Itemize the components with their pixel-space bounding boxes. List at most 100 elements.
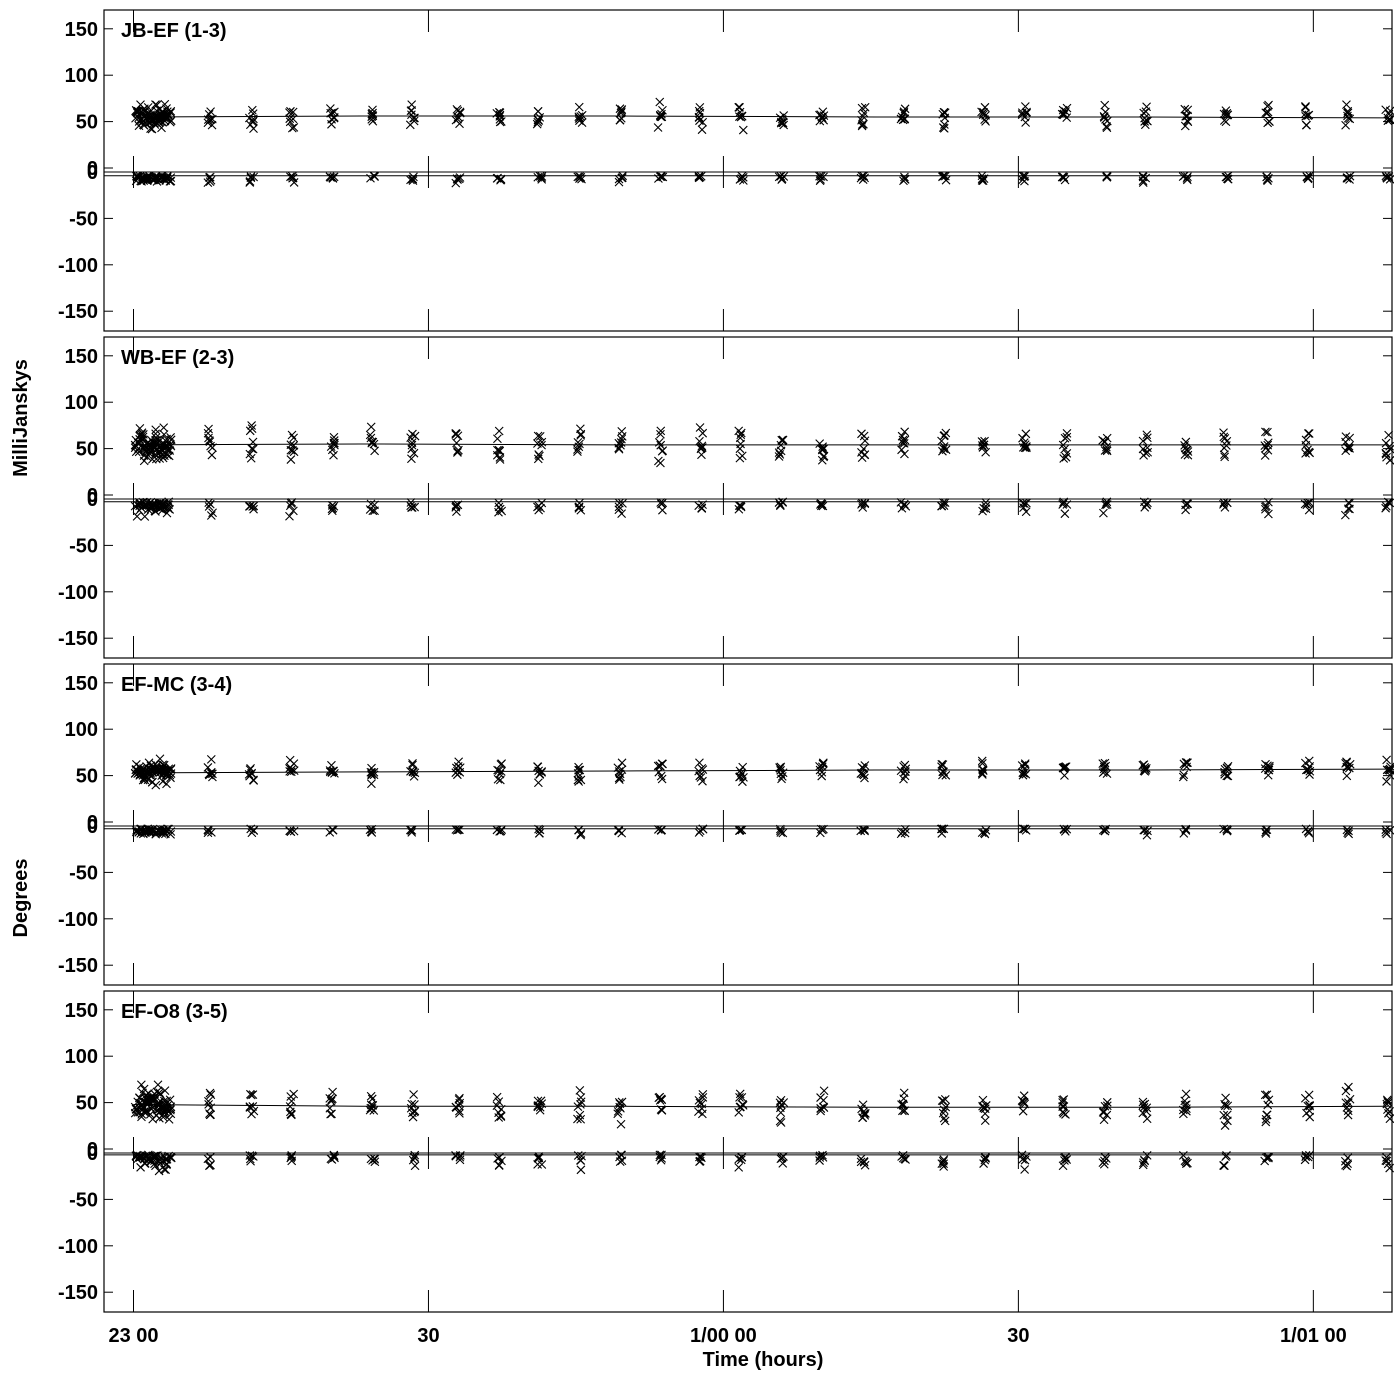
y-tick-label: -100	[58, 909, 98, 931]
amplitude-point	[1301, 435, 1311, 445]
amplitude-point	[1264, 765, 1273, 775]
amplitude-point	[155, 1096, 165, 1106]
phase-point	[285, 511, 294, 521]
amplitude-point	[158, 453, 168, 463]
amplitude-point	[131, 447, 141, 457]
amplitude-point	[535, 1105, 545, 1115]
phase-point	[617, 509, 627, 518]
amplitude-point	[206, 769, 216, 778]
amplitude-point	[329, 450, 338, 460]
amplitude-point	[897, 445, 906, 455]
amplitude-point	[533, 431, 543, 441]
phase-point	[697, 503, 707, 513]
phase-point	[981, 498, 991, 507]
amplitude-point	[407, 1108, 417, 1118]
phase-point	[493, 1153, 502, 1163]
amplitude-point	[159, 430, 169, 439]
amplitude-point	[494, 1108, 503, 1118]
phase-point	[537, 1160, 547, 1169]
phase-point	[1100, 1152, 1110, 1162]
amplitude-point	[977, 441, 987, 450]
phase-point	[857, 171, 867, 181]
amplitude-point	[981, 447, 991, 457]
phase-point	[247, 828, 257, 838]
amplitude-point	[166, 1109, 176, 1119]
amplitude-point	[1219, 432, 1229, 442]
amplitude-point	[244, 769, 254, 779]
amplitude-point	[1060, 763, 1069, 773]
amplitude-point	[162, 779, 171, 789]
amplitude-point	[1263, 1100, 1273, 1110]
amplitude-point	[327, 445, 337, 455]
amplitude-point	[494, 1097, 504, 1106]
phase-point	[1102, 497, 1112, 507]
phase-point	[1304, 505, 1314, 515]
amplitude-point	[898, 1106, 907, 1116]
phase-point	[366, 173, 375, 183]
amplitude-point	[613, 1109, 623, 1119]
phase-point	[737, 1152, 747, 1162]
phase-point	[203, 826, 213, 836]
amplitude-point	[166, 1102, 176, 1112]
amplitude-point	[657, 446, 667, 456]
amplitude-point	[407, 110, 416, 120]
amplitude-point	[407, 454, 416, 464]
phase-point	[734, 501, 744, 510]
amplitude-point	[937, 1096, 947, 1105]
amplitude-point	[734, 1107, 744, 1117]
amplitude-point	[289, 441, 299, 450]
amplitude-point	[163, 766, 172, 776]
amplitude-point	[1138, 436, 1148, 446]
phase-point	[775, 824, 785, 834]
amplitude-point	[453, 431, 463, 441]
phase-point	[776, 171, 786, 181]
amplitude-point	[938, 446, 947, 456]
phase-point	[496, 174, 506, 184]
amplitude-point	[407, 106, 417, 115]
amplitude-point	[1098, 768, 1108, 778]
y-axis-label-millijanskys: MilliJanskys	[10, 359, 32, 477]
phase-point	[537, 173, 546, 183]
amplitude-point	[738, 762, 748, 772]
amplitude-point	[155, 454, 165, 463]
x-tick-label: 30	[417, 1325, 439, 1347]
amplitude-point	[1262, 1090, 1272, 1100]
phase-point	[206, 511, 216, 520]
amplitude-point	[533, 1101, 543, 1111]
phase-point	[366, 499, 376, 509]
phase-point	[736, 1155, 746, 1165]
amplitude-point	[573, 447, 582, 456]
amplitude-point	[698, 117, 708, 127]
amplitude-point	[147, 124, 157, 134]
phase-point	[778, 497, 788, 507]
phase-point	[205, 499, 215, 509]
amplitude-point	[1342, 771, 1352, 781]
phase-point	[1303, 826, 1313, 836]
amplitude-point	[204, 424, 213, 434]
amplitude-point	[573, 1102, 583, 1112]
amplitude-point	[1140, 764, 1150, 774]
amplitude-point	[289, 433, 299, 443]
amplitude-point	[737, 1092, 747, 1102]
phase-point	[326, 173, 336, 182]
amplitude-point	[142, 1106, 152, 1116]
phase-point	[1020, 1165, 1030, 1174]
amplitude-point	[1020, 102, 1030, 111]
amplitude-point	[613, 1106, 623, 1116]
x-tick-label: 23 00	[108, 1325, 158, 1347]
phase-point	[776, 826, 785, 836]
amplitude-point	[698, 765, 708, 775]
amplitude-point	[899, 1088, 909, 1098]
phase-point	[1264, 173, 1273, 183]
phase-point	[410, 502, 420, 512]
phase-point	[1142, 1150, 1152, 1160]
amplitude-point	[901, 764, 911, 774]
amplitude-point	[455, 108, 465, 118]
phase-point	[816, 500, 825, 509]
amplitude-point	[656, 426, 666, 436]
amplitude-point	[1183, 450, 1193, 460]
amplitude-point	[1102, 123, 1112, 133]
phase-point	[370, 1154, 380, 1164]
phase-point	[1342, 173, 1352, 182]
